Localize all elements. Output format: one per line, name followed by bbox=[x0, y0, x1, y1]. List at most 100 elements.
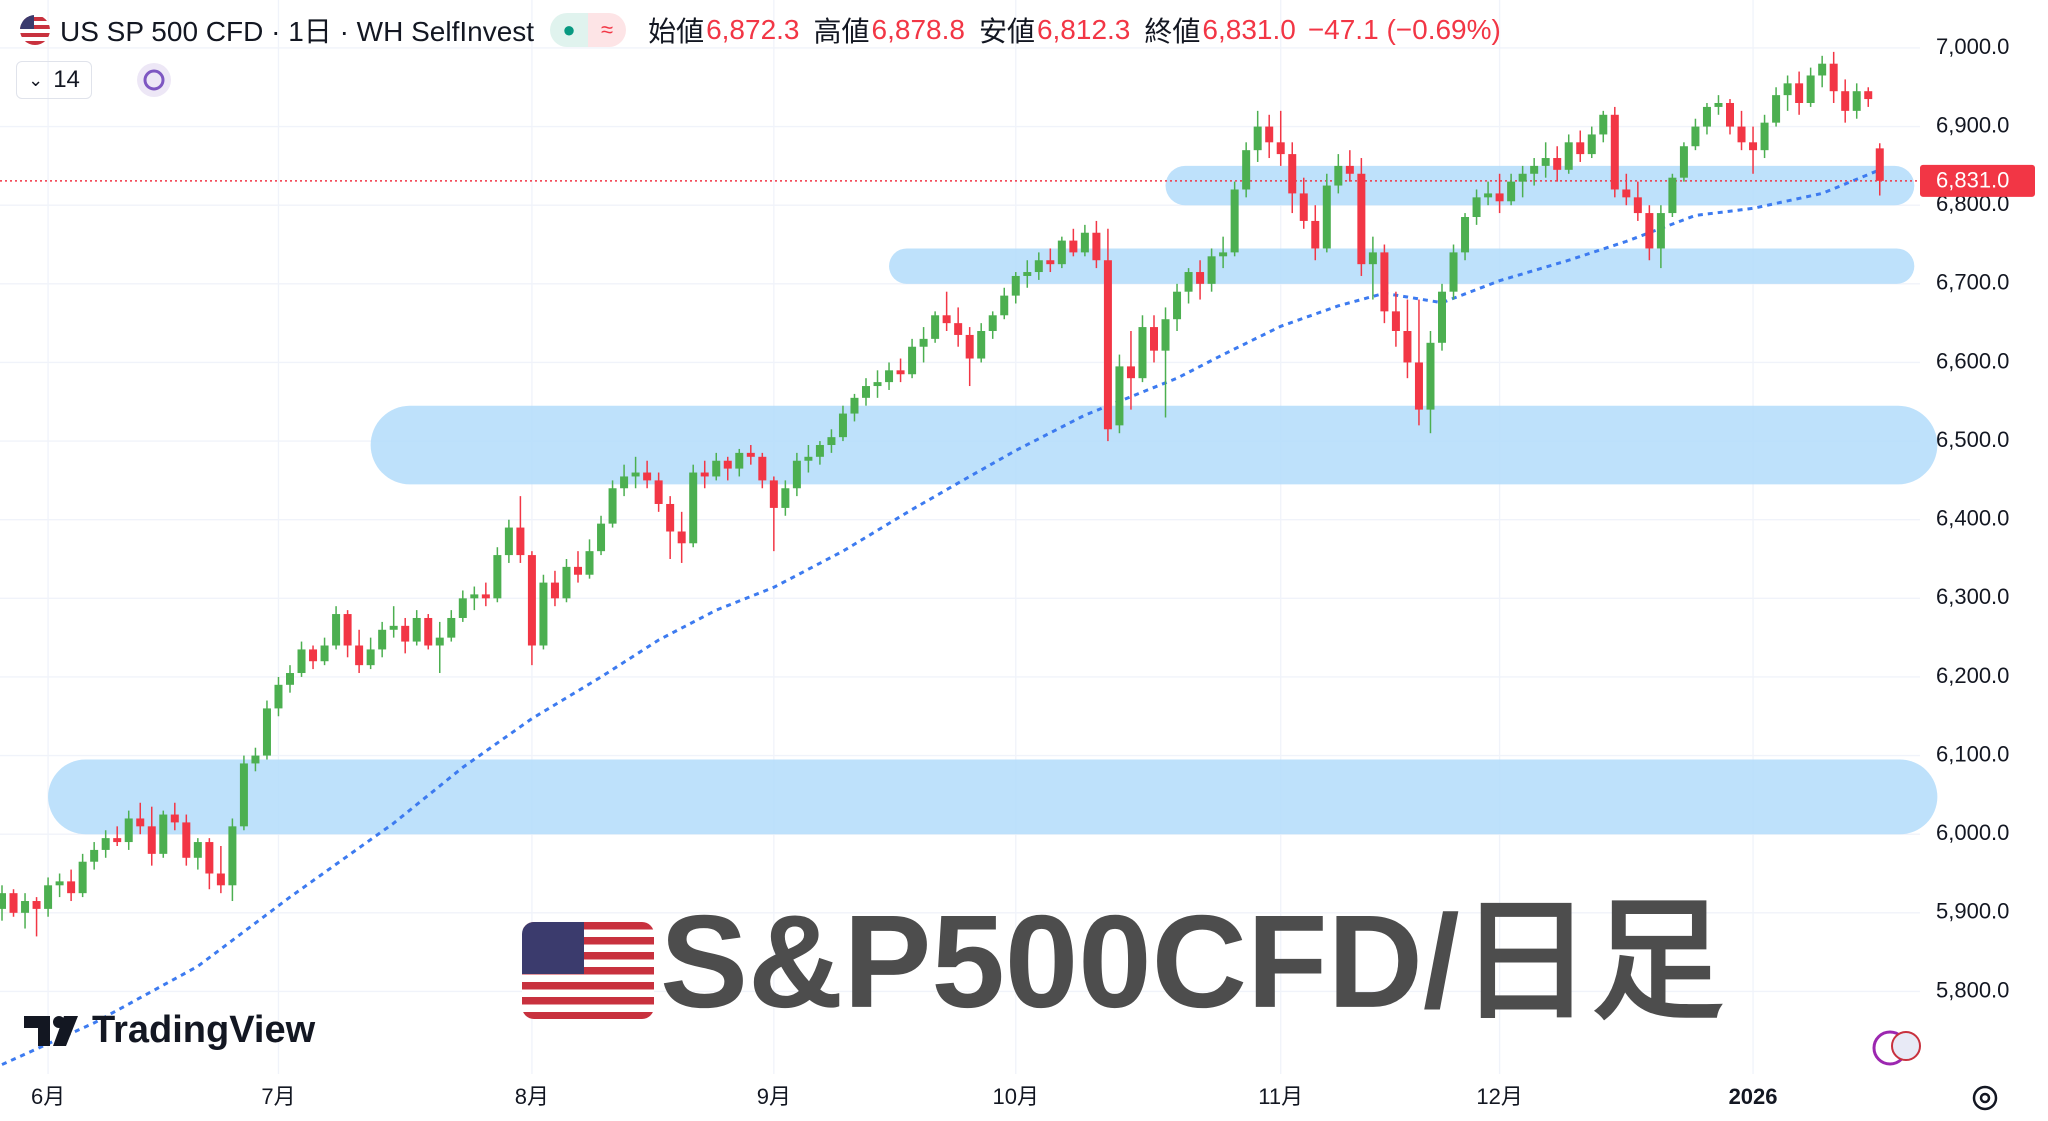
header: US SP 500 CFD · 1日 · WH SelfInvest ● ≈ 始値… bbox=[18, 10, 1501, 50]
candle-body bbox=[1288, 154, 1297, 194]
candle-body bbox=[1230, 189, 1239, 253]
candle-body bbox=[1806, 75, 1815, 103]
candle-body bbox=[1702, 106, 1711, 127]
candle-body bbox=[1000, 295, 1009, 316]
x-tick-label: 7月 bbox=[261, 1084, 295, 1109]
candle-body bbox=[251, 755, 260, 764]
candle-body bbox=[1449, 252, 1458, 292]
candle-body bbox=[309, 649, 318, 662]
candle-body bbox=[9, 893, 18, 913]
candle-body bbox=[689, 472, 698, 544]
candle-body bbox=[389, 625, 398, 630]
indicator-count: 14 bbox=[53, 66, 80, 93]
candle-body bbox=[1414, 362, 1423, 410]
candle-body bbox=[424, 617, 433, 646]
candle-body bbox=[1322, 185, 1331, 249]
candle-body bbox=[78, 861, 87, 894]
zone bbox=[370, 405, 1938, 485]
candle-body bbox=[182, 822, 191, 858]
candle-body bbox=[1818, 63, 1827, 76]
candle-body bbox=[815, 445, 824, 457]
candle-body bbox=[1564, 142, 1573, 170]
candle-body bbox=[1276, 142, 1285, 155]
candle-body bbox=[481, 594, 490, 599]
candle-body bbox=[700, 472, 709, 477]
x-tick-label: 8月 bbox=[515, 1084, 549, 1109]
candle-body bbox=[1656, 213, 1665, 249]
us-flag bbox=[522, 922, 654, 1019]
candle-body bbox=[366, 649, 375, 666]
candle-body bbox=[1357, 173, 1366, 265]
candle-body bbox=[1242, 150, 1251, 190]
candle-body bbox=[1841, 91, 1850, 111]
candle-body bbox=[1679, 146, 1688, 178]
candle-body bbox=[988, 315, 997, 332]
candle-body bbox=[1795, 83, 1804, 103]
status-pill[interactable]: ● ≈ bbox=[550, 13, 627, 47]
x-tick-label: 10月 bbox=[993, 1084, 1039, 1109]
indicator-toggle[interactable]: ⌄ 14 bbox=[16, 61, 92, 99]
ohlc-value: 6,878.8 bbox=[871, 14, 965, 45]
candle-body bbox=[1069, 240, 1078, 253]
candle-body bbox=[332, 614, 341, 646]
candle-body bbox=[1541, 158, 1550, 166]
x-tick-label: 12月 bbox=[1476, 1084, 1522, 1109]
ma-line bbox=[1, 168, 1881, 1066]
settings-icon[interactable] bbox=[1972, 1085, 1998, 1111]
candle-body bbox=[608, 488, 617, 524]
candle-body bbox=[643, 472, 652, 481]
candle-body bbox=[1173, 291, 1182, 320]
candle-body bbox=[654, 480, 663, 504]
candle-body bbox=[954, 323, 963, 335]
candle-body bbox=[712, 460, 721, 477]
y-tick-label: 6,400.0 bbox=[1936, 506, 2009, 531]
candle-body bbox=[1760, 122, 1769, 151]
candle-body bbox=[1057, 240, 1066, 265]
candle-body bbox=[216, 873, 225, 886]
candle-body bbox=[504, 527, 513, 556]
zone bbox=[889, 248, 1915, 284]
candle-body bbox=[1034, 260, 1043, 273]
candle-body bbox=[1184, 272, 1193, 292]
candle-body bbox=[1622, 189, 1631, 198]
ohlc-value: 6,831.0 bbox=[1202, 14, 1296, 45]
x-tick-label: 6月 bbox=[31, 1084, 65, 1109]
candle-body bbox=[620, 476, 629, 489]
x-tick-label: 2026 bbox=[1729, 1084, 1778, 1109]
candle-body bbox=[539, 582, 548, 646]
candle-body bbox=[781, 488, 790, 508]
refresh-icon[interactable] bbox=[134, 60, 174, 100]
ohlc-label: 高値 bbox=[813, 16, 870, 47]
candle-body bbox=[239, 763, 248, 827]
zone bbox=[48, 759, 1938, 835]
candle-body bbox=[965, 334, 974, 359]
candle-body bbox=[55, 881, 64, 886]
candle-body bbox=[1126, 366, 1135, 379]
ohlc-value: 6,812.3 bbox=[1036, 14, 1131, 45]
last-price-box bbox=[1920, 164, 2035, 197]
candle-body bbox=[1046, 260, 1055, 265]
candle-body bbox=[850, 397, 859, 414]
candle-body bbox=[1334, 165, 1343, 186]
candle-body bbox=[1576, 142, 1585, 155]
candle-body bbox=[67, 881, 76, 894]
candle-body bbox=[1668, 177, 1677, 214]
candle-body bbox=[631, 472, 640, 477]
y-tick-label: 7,000.0 bbox=[1936, 34, 2009, 59]
candle-body bbox=[1495, 193, 1504, 202]
indicator-badge bbox=[1872, 1030, 1921, 1066]
candle-body bbox=[1403, 331, 1412, 363]
symbol-title[interactable]: US SP 500 CFD · 1日 · WH SelfInvest bbox=[60, 16, 535, 47]
candle-body bbox=[574, 566, 582, 575]
candle-body bbox=[1438, 291, 1446, 343]
candle-body bbox=[1737, 126, 1746, 143]
candle-body bbox=[1507, 181, 1516, 202]
candle-body bbox=[1530, 165, 1539, 174]
symbol-flag bbox=[20, 15, 50, 45]
axes: 5,800.0 5,900.0 6,000.0 6,100.0 6,200.0 6,300… bbox=[31, 34, 2035, 1109]
candle-body bbox=[1080, 232, 1089, 253]
candle-body bbox=[862, 386, 870, 398]
candle-body bbox=[977, 331, 986, 359]
